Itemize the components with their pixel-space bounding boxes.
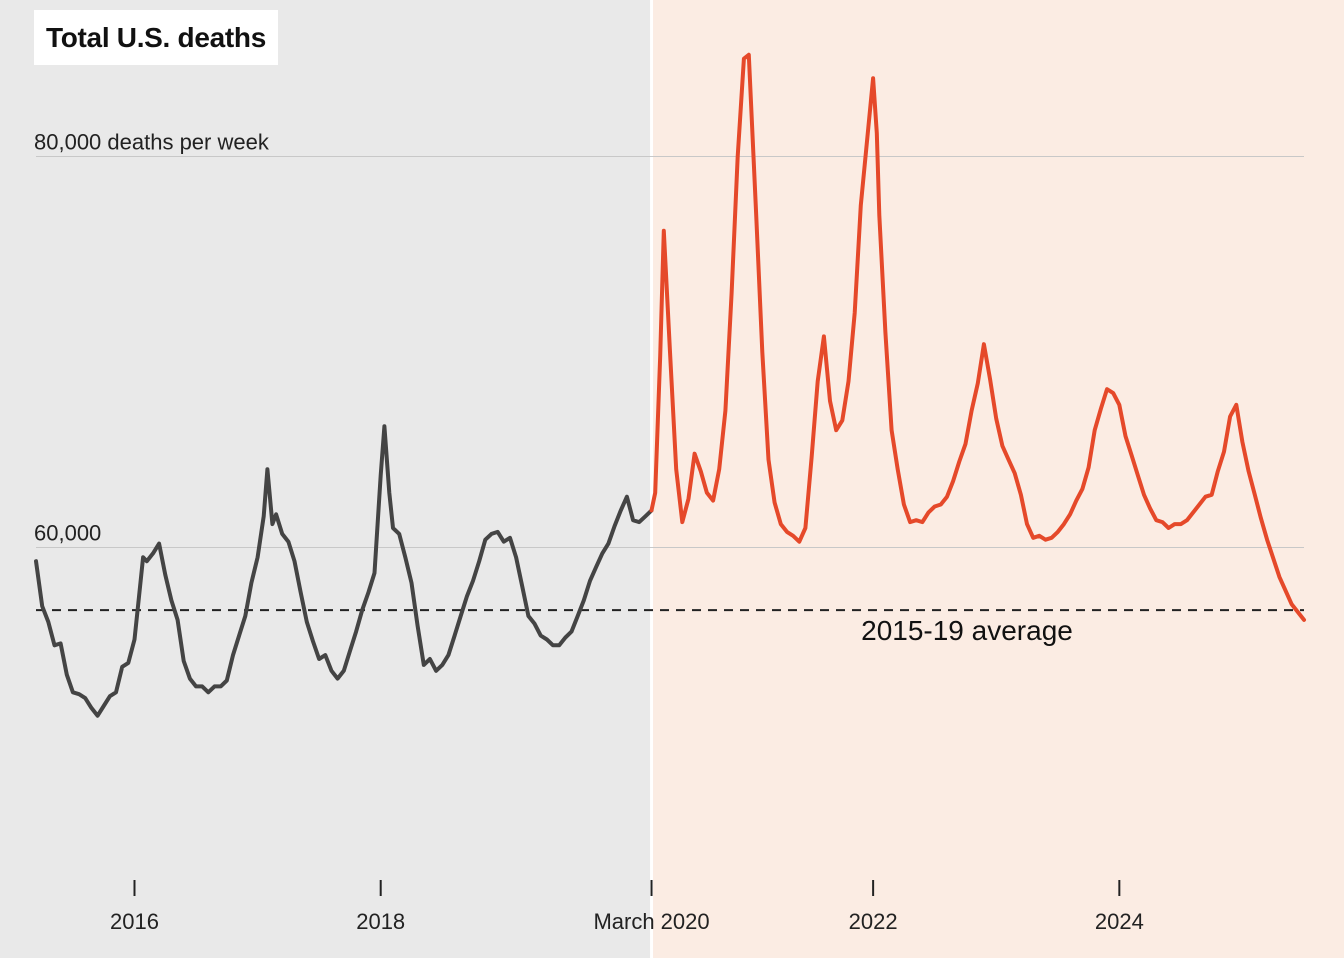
x-tick-label: 2024: [1095, 909, 1144, 934]
y-tick-label: 60,000: [34, 521, 101, 546]
y-axis-unit-label: 80,000 deaths per week: [34, 129, 270, 154]
average-reference-label: 2015-19 average: [861, 615, 1073, 646]
pre-period-background: [0, 0, 652, 958]
x-tick-label: 2022: [849, 909, 898, 934]
chart-title-box: Total U.S. deaths: [34, 10, 278, 65]
series-line-after-2020: [649, 52, 1306, 622]
x-tick-label: 2018: [356, 909, 405, 934]
series-line-before-2020: [34, 424, 654, 718]
line-layer: [34, 52, 1306, 718]
x-tick-label: March 2020: [593, 909, 709, 934]
grid-layer: [36, 155, 1304, 549]
label-layer: 80,000 deaths per week 60,000 2015-19 aver…: [34, 129, 1144, 934]
post-period-background: [651, 0, 1344, 958]
chart-title: Total U.S. deaths: [46, 21, 266, 53]
x-tick-label: 2016: [110, 909, 159, 934]
